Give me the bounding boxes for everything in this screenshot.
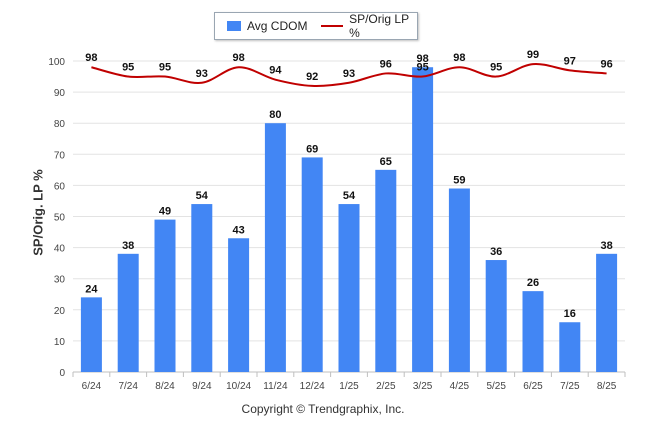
y-tick-label: 80 [54,119,66,130]
x-tick-label: 6/24 [82,381,102,392]
x-tick-label: 7/25 [560,381,580,392]
bar-data-label: 98 [416,53,428,65]
line-data-label: 97 [564,55,576,67]
x-tick-label: 2/25 [376,381,396,392]
bar [117,253,139,372]
copyright-credit: Copyright © Trendgraphix, Inc. [241,402,405,416]
x-tick-label: 4/25 [450,381,470,392]
line-data-label: 96 [380,58,392,70]
x-tick-label: 5/25 [486,381,506,392]
x-tick-label: 11/24 [263,381,288,392]
bar-data-label: 38 [600,240,612,252]
bar-data-label: 54 [343,190,356,202]
line-data-label: 94 [269,65,282,77]
y-tick-label: 30 [54,275,66,286]
bar-data-label: 59 [453,175,465,187]
line-data-label: 95 [490,62,502,74]
x-tick-label: 8/25 [597,381,617,392]
y-tick-label: 60 [54,181,66,192]
line-data-label: 98 [453,52,465,64]
line-data-label: 95 [122,62,134,74]
line-data-label: 93 [343,68,355,80]
bar [596,253,618,372]
legend-bar-swatch [227,21,241,31]
bar-data-label: 24 [85,283,98,295]
x-tick-label: 10/24 [226,381,251,392]
bar-data-label: 36 [490,246,502,258]
y-tick-label: 70 [54,150,66,161]
bar-data-label: 26 [527,277,539,289]
line-data-label: 98 [232,52,244,64]
line-data-label: 99 [527,49,539,61]
y-tick-label: 90 [54,88,66,99]
bar-data-label: 69 [306,143,318,155]
x-tick-label: 7/24 [118,381,138,392]
bar-data-label: 80 [269,109,281,121]
bar-data-label: 16 [564,308,576,320]
bar-data-label: 43 [232,224,244,236]
legend-line-swatch [321,25,344,27]
y-tick-label: 10 [54,337,66,348]
line-data-label: 95 [416,62,428,74]
bar [154,219,176,372]
bar-data-label: 49 [159,206,171,218]
bar [559,322,581,372]
y-tick-label: 40 [54,244,66,255]
bar [375,169,397,372]
x-tick-label: 12/24 [300,381,325,392]
legend-label-line: SP/Orig LP % [349,12,409,40]
legend-item-line: SP/Orig LP % [321,12,417,40]
bar-data-label: 65 [380,156,392,168]
sp-orig-lp-line [91,63,607,87]
y-tick-label: 100 [48,57,65,68]
y-tick-label: 0 [59,368,65,379]
x-tick-label: 1/25 [339,381,359,392]
y-tick-label: 20 [54,306,66,317]
x-tick-label: 6/25 [523,381,543,392]
bar-data-label: 38 [122,240,134,252]
x-tick-label: 9/24 [192,381,212,392]
legend-label-bars: Avg CDOM [247,19,308,33]
legend: Avg CDOM SP/Orig LP % [214,12,418,40]
line-data-label: 98 [85,52,97,64]
line-data-label: 95 [159,62,171,74]
legend-item-bars: Avg CDOM [227,18,307,34]
x-tick-label: 8/24 [155,381,175,392]
bar [228,238,250,372]
bar [485,260,507,372]
bar-data-label: 54 [196,190,209,202]
line-data-label: 92 [306,71,318,83]
x-tick-label: 3/25 [413,381,433,392]
line-data-label: 96 [600,58,612,70]
y-tick-label: 50 [54,213,66,224]
bar [448,188,470,372]
bar [301,157,323,372]
bar [80,297,102,372]
line-data-label: 93 [196,68,208,80]
bar [191,204,213,372]
bar [412,67,434,372]
y-axis-title: SP/Orig. LP % [30,169,46,256]
bar [264,123,286,372]
bar [338,204,360,372]
bar [522,291,544,372]
